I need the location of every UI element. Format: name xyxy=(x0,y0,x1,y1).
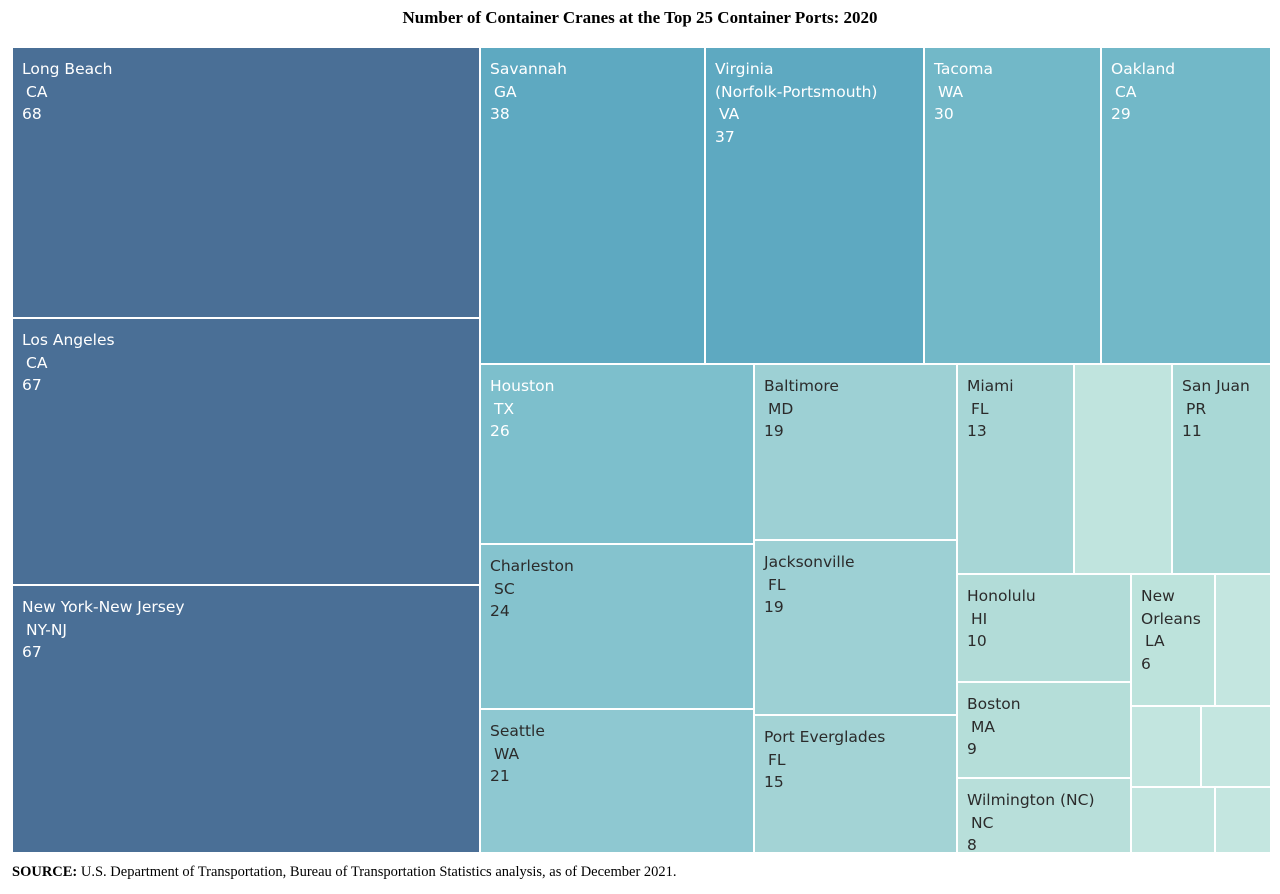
cell-value: 30 xyxy=(934,105,954,123)
cell-value: 21 xyxy=(490,767,510,785)
cell-name: Oakland xyxy=(1111,60,1176,78)
cell-state: TX xyxy=(494,399,515,418)
treemap-cell-unlabeled-14[interactable] xyxy=(1074,364,1172,574)
cell-name: Charleston xyxy=(490,557,574,575)
cell-state: WA xyxy=(938,82,964,101)
cell-name: Boston xyxy=(967,695,1021,713)
cell-name: San Juan xyxy=(1182,377,1250,395)
cell-value: 29 xyxy=(1111,105,1131,123)
cell-state: FL xyxy=(768,575,786,594)
cell-value: 67 xyxy=(22,376,42,394)
cell-value: 19 xyxy=(764,422,784,440)
treemap-cell-oakland[interactable]: Oakland CA 29 xyxy=(1101,47,1271,364)
treemap-cell-houston[interactable]: Houston TX 26 xyxy=(480,364,754,544)
cell-value: 38 xyxy=(490,105,510,123)
cell-value: 37 xyxy=(715,127,735,146)
treemap-cell-seattle[interactable]: Seattle WA 21 xyxy=(480,709,754,853)
cell-name: Port Everglades xyxy=(764,728,886,746)
treemap-cell-wilmington-nc[interactable]: Wilmington (NC) NC 8 xyxy=(957,778,1131,853)
treemap-cell-new-orleans[interactable]: New Orleans LA 6 xyxy=(1131,574,1215,706)
cell-state: NC xyxy=(971,813,994,832)
treemap-cell-new-york-new-jersey[interactable]: New York-New Jersey NY-NJ 67 xyxy=(12,585,480,853)
cell-name: Baltimore xyxy=(764,377,839,395)
treemap-cell-honolulu[interactable]: Honolulu HI 10 xyxy=(957,574,1131,682)
cell-state: HI xyxy=(971,609,988,628)
treemap-cell-virginia-norfolk-portsmouth[interactable]: Virginia (Norfolk-Portsmouth) VA 37 xyxy=(705,47,924,364)
cell-value: 24 xyxy=(490,602,510,620)
cell-state: VA xyxy=(719,105,740,123)
cell-name: (Norfolk-Portsmouth) xyxy=(715,82,878,101)
cell-value: 8 xyxy=(967,836,977,853)
cell-state: FL xyxy=(971,399,989,418)
cell-name: Los Angeles xyxy=(22,331,115,349)
treemap-cell-long-beach[interactable]: Long Beach CA 68 xyxy=(12,47,480,318)
treemap-cell-unlabeled-20[interactable] xyxy=(1215,574,1271,706)
treemap-cell-unlabeled-21[interactable] xyxy=(1131,706,1201,787)
cell-value: 15 xyxy=(764,773,784,791)
cell-value: 19 xyxy=(764,598,784,616)
cell-state: LA xyxy=(1145,632,1165,650)
cell-name: Orleans xyxy=(1141,609,1201,628)
treemap-cell-unlabeled-22[interactable] xyxy=(1201,706,1271,787)
cell-name: Long Beach xyxy=(22,60,113,78)
cell-name: Miami xyxy=(967,377,1014,395)
cell-value: 26 xyxy=(490,422,510,440)
cell-state: SC xyxy=(494,579,515,598)
treemap-cell-miami[interactable]: Miami FL 13 xyxy=(957,364,1074,574)
cell-value: 68 xyxy=(22,105,42,123)
treemap-cell-san-juan[interactable]: San Juan PR 11 xyxy=(1172,364,1271,574)
cell-value: 13 xyxy=(967,422,987,440)
source-label: SOURCE: xyxy=(12,864,78,880)
cell-state: CA xyxy=(26,82,48,101)
cell-value: 9 xyxy=(967,740,977,758)
cell-name: Virginia xyxy=(715,60,774,78)
treemap-cell-unlabeled-23[interactable] xyxy=(1131,787,1215,853)
treemap-cell-port-everglades[interactable]: Port Everglades FL 15 xyxy=(754,715,957,853)
cell-state: MA xyxy=(971,717,995,736)
cell-name: Savannah xyxy=(490,60,567,78)
cell-value: 11 xyxy=(1182,422,1202,440)
treemap-cell-los-angeles[interactable]: Los Angeles CA 67 xyxy=(12,318,480,585)
treemap-cell-baltimore[interactable]: Baltimore MD 19 xyxy=(754,364,957,540)
cell-state: CA xyxy=(1115,82,1137,101)
cell-name: New xyxy=(1141,587,1175,605)
cell-name: Houston xyxy=(490,377,555,395)
source-text: U.S. Department of Transportation, Burea… xyxy=(80,864,677,880)
treemap-cell-jacksonville[interactable]: Jacksonville FL 19 xyxy=(754,540,957,715)
cell-name: Tacoma xyxy=(934,60,994,78)
cell-state: NY-NJ xyxy=(26,620,67,639)
cell-state: GA xyxy=(494,82,517,101)
cell-state: WA xyxy=(494,744,520,763)
cell-name: Wilmington (NC) xyxy=(967,791,1095,809)
cell-name: Jacksonville xyxy=(764,553,855,571)
source-note: SOURCE: U.S. Department of Transportatio… xyxy=(12,864,677,881)
cell-state: PR xyxy=(1186,399,1207,418)
treemap-cell-tacoma[interactable]: Tacoma WA 30 xyxy=(924,47,1101,364)
cell-value: 10 xyxy=(967,632,987,650)
chart-title: Number of Container Cranes at the Top 25… xyxy=(402,8,878,27)
treemap: Long Beach CA 68 Los Angeles CA 67 New York-Ne… xyxy=(12,47,1271,853)
cell-state: MD xyxy=(768,399,794,418)
cell-state: FL xyxy=(768,750,786,769)
treemap-cell-boston[interactable]: Boston MA 9 xyxy=(957,682,1131,778)
cell-value: 6 xyxy=(1141,654,1151,673)
cell-name: Honolulu xyxy=(967,587,1036,605)
treemap-cell-unlabeled-24[interactable] xyxy=(1215,787,1271,853)
treemap-cell-savannah[interactable]: Savannah GA 38 xyxy=(480,47,705,364)
cell-state: CA xyxy=(26,353,48,372)
cell-value: 67 xyxy=(22,643,42,661)
cell-name: New York-New Jersey xyxy=(22,598,185,616)
cell-name: Seattle xyxy=(490,722,545,740)
treemap-cell-charleston[interactable]: Charleston SC 24 xyxy=(480,544,754,709)
